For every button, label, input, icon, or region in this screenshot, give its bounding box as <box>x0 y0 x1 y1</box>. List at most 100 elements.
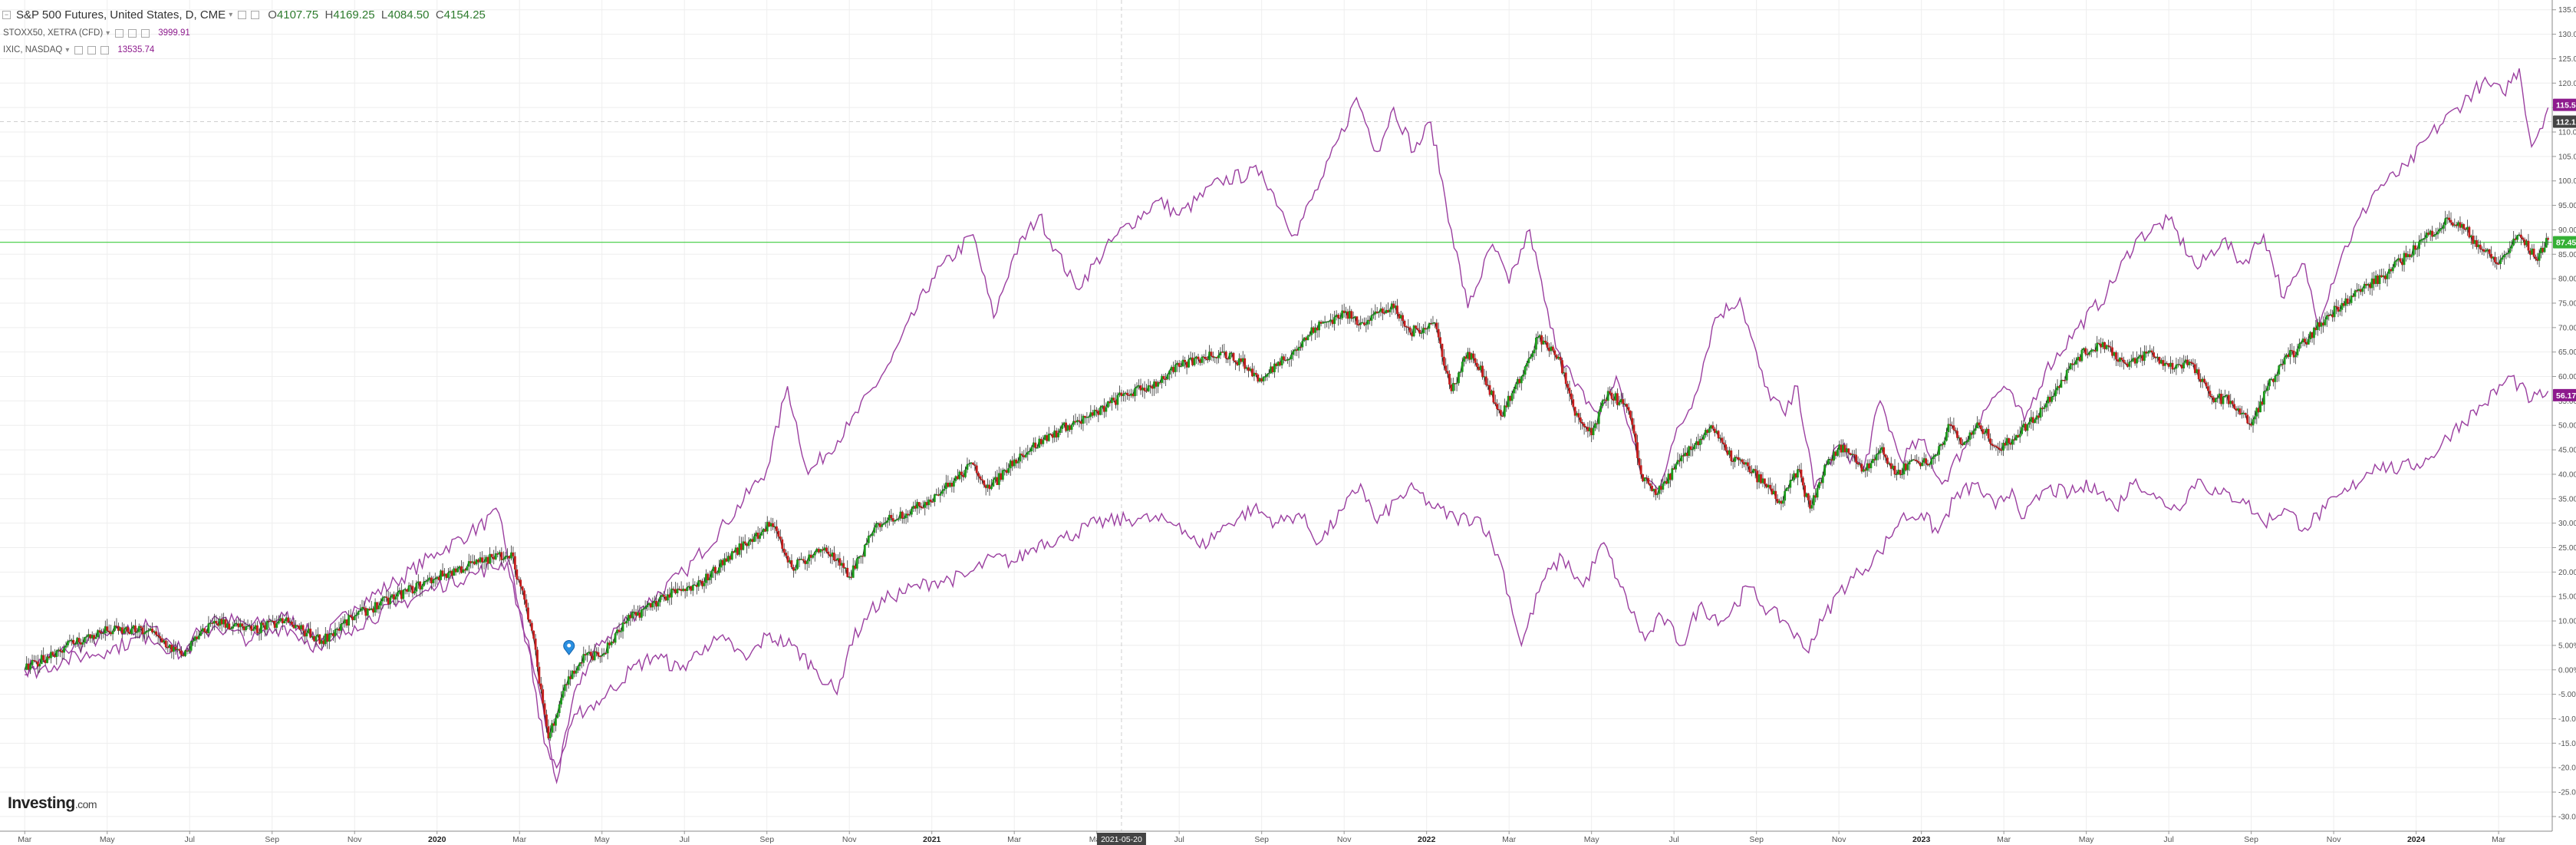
candle-body <box>2391 267 2394 272</box>
candle-body <box>349 615 352 617</box>
candle-body <box>1011 460 1014 467</box>
x-tick-label: May <box>100 835 116 844</box>
candle-body <box>2188 361 2191 365</box>
candle-body <box>110 632 113 635</box>
candle-body <box>2320 322 2323 327</box>
candle-body <box>1906 464 1909 470</box>
candle-body <box>1195 356 1197 359</box>
legend-series-2-title[interactable]: STOXX50, XETRA (CFD) <box>3 28 104 38</box>
candle-body <box>850 576 853 578</box>
candle-body <box>1141 388 1144 391</box>
eye-icon[interactable] <box>115 28 124 38</box>
candle-body <box>513 556 516 569</box>
candle-body <box>2257 408 2260 413</box>
candle-body <box>1199 359 1201 363</box>
close-icon[interactable] <box>100 45 110 54</box>
candle-body <box>1581 422 1584 424</box>
candle-body <box>258 632 261 634</box>
candle-body <box>1234 360 1237 362</box>
candle-body <box>2314 328 2317 330</box>
candle-body <box>904 513 908 519</box>
candle-body <box>1685 452 1688 456</box>
candle-body <box>1408 327 1412 333</box>
candle-body <box>1491 391 1493 395</box>
candle-body <box>1838 444 1841 451</box>
candle-body <box>242 626 245 631</box>
candle-body <box>2412 245 2415 256</box>
candle-body <box>1155 381 1158 387</box>
candle-body <box>1579 417 1582 423</box>
candle-body <box>1868 463 1870 469</box>
candle-body <box>987 484 989 488</box>
candle-body <box>76 638 79 644</box>
candle-body <box>363 607 365 609</box>
candle-body <box>2250 424 2253 426</box>
candle-body <box>1111 398 1113 404</box>
candle-body <box>931 501 934 503</box>
candle-body <box>790 560 793 567</box>
candle-body <box>456 568 460 573</box>
settings-icon[interactable] <box>251 10 260 19</box>
eye-icon[interactable] <box>74 45 84 54</box>
candle-body <box>2278 365 2281 375</box>
candle-body <box>1028 451 1031 453</box>
candle-body <box>556 713 559 718</box>
candle-body <box>2433 235 2436 237</box>
collapse-icon[interactable]: − <box>2 10 11 19</box>
candle-body <box>304 630 306 637</box>
close-icon[interactable] <box>141 28 150 38</box>
legend-main-title[interactable]: S&P 500 Futures, United States, D, CME <box>16 8 226 21</box>
candle-body <box>538 666 541 684</box>
candle-body <box>2547 238 2550 240</box>
candle-body <box>1730 450 1733 461</box>
candle-body <box>1383 312 1386 314</box>
candle-body <box>1823 465 1827 476</box>
candle-body <box>249 625 251 627</box>
chevron-down-icon[interactable]: ▾ <box>65 45 70 54</box>
candle-body <box>962 474 965 477</box>
chevron-down-icon[interactable]: ▾ <box>229 10 233 19</box>
candle-body <box>1180 366 1183 368</box>
candle-body <box>201 628 204 632</box>
candle-body <box>1039 438 1043 444</box>
eye-icon[interactable] <box>238 10 247 19</box>
candle-body <box>1507 396 1510 408</box>
settings-icon[interactable] <box>87 45 97 54</box>
candle-body <box>2180 365 2183 368</box>
candle-body <box>1728 450 1731 455</box>
candle-body <box>1288 358 1291 360</box>
x-tick-label: Sep <box>265 835 279 844</box>
candle-body <box>361 607 364 611</box>
candle-body <box>220 619 223 625</box>
candle-body <box>1451 383 1454 391</box>
ohlc-values: O4107.75 H4169.25 L4084.50 C4154.25 <box>268 8 486 21</box>
candle-body <box>733 551 736 553</box>
candle-body <box>1497 409 1500 411</box>
candle-body <box>1634 433 1637 443</box>
candle-body <box>2048 396 2051 402</box>
candle-body <box>98 630 101 632</box>
event-marker[interactable] <box>563 640 575 655</box>
y-tick-label: 55.00% <box>2558 398 2576 406</box>
candle-body <box>2337 306 2340 312</box>
candle-body <box>213 621 216 624</box>
candle-body <box>1333 317 1336 325</box>
candle-body <box>2196 369 2199 374</box>
candle-body <box>740 543 743 550</box>
candle-body <box>1810 505 1813 509</box>
candle-body <box>1434 322 1436 324</box>
candle-body <box>1856 462 1860 465</box>
candle-body <box>494 553 497 559</box>
candle-body <box>1072 421 1075 425</box>
candle-body <box>1710 425 1712 429</box>
candle-body <box>2418 241 2420 249</box>
candle-body <box>972 462 974 465</box>
candle-body <box>813 552 816 556</box>
settings-icon[interactable] <box>128 28 137 38</box>
candle-body <box>1717 431 1720 438</box>
legend-series-3-title[interactable]: IXIC, NASDAQ <box>3 45 63 54</box>
chevron-down-icon[interactable]: ▾ <box>106 28 110 38</box>
candle-body <box>1130 393 1132 396</box>
candle-body <box>1394 305 1397 309</box>
